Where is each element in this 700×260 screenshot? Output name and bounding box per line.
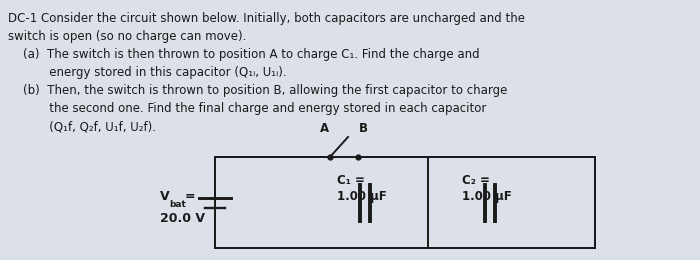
- Text: C₂ =: C₂ =: [462, 174, 490, 187]
- Text: V: V: [160, 190, 169, 203]
- Text: 1.00 μF: 1.00 μF: [337, 190, 386, 203]
- Text: the second one. Find the final charge and energy stored in each capacitor: the second one. Find the final charge an…: [8, 102, 486, 115]
- Text: 20.0 V: 20.0 V: [160, 212, 205, 225]
- Text: DC-1 Consider the circuit shown below. Initially, both capacitors are uncharged : DC-1 Consider the circuit shown below. I…: [8, 12, 525, 25]
- Bar: [215, 157, 595, 248]
- Text: =: =: [185, 190, 195, 203]
- Text: (b)  Then, the switch is thrown to position B, allowing the first capacitor to c: (b) Then, the switch is thrown to positi…: [8, 84, 507, 97]
- Text: (a)  The switch is then thrown to position A to charge C₁. Find the charge and: (a) The switch is then thrown to positio…: [8, 48, 480, 61]
- Text: bat: bat: [169, 200, 186, 209]
- Text: switch is open (so no charge can move).: switch is open (so no charge can move).: [8, 30, 246, 43]
- Text: (Q₁f, Q₂f, U₁f, U₂f).: (Q₁f, Q₂f, U₁f, U₂f).: [8, 120, 156, 133]
- Text: A: A: [321, 122, 330, 135]
- Text: C₁ =: C₁ =: [337, 174, 365, 187]
- Text: B: B: [358, 122, 368, 135]
- Text: 1.00 μF: 1.00 μF: [462, 190, 512, 203]
- Text: energy stored in this capacitor (Q₁ᵢ, U₁ᵢ).: energy stored in this capacitor (Q₁ᵢ, U₁…: [8, 66, 286, 79]
